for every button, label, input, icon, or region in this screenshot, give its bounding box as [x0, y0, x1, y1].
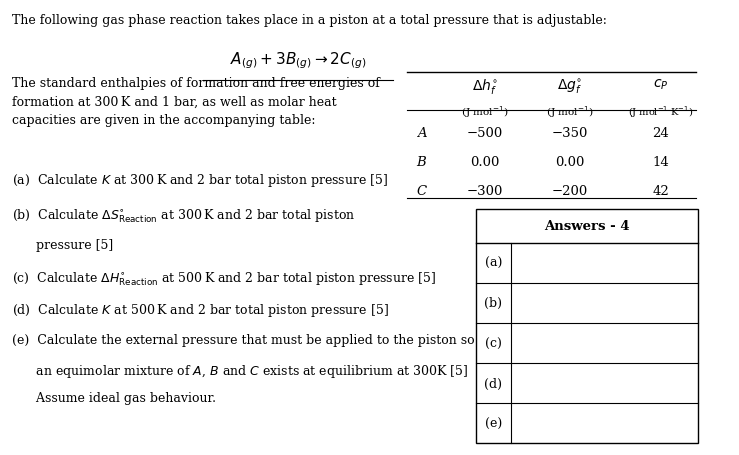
Text: (e)  Calculate the external pressure that must be applied to the piston so that: (e) Calculate the external pressure that…	[12, 333, 504, 346]
Text: The following gas phase reaction takes place in a piston at a total pressure tha: The following gas phase reaction takes p…	[12, 14, 607, 27]
Text: (b)  Calculate $\Delta S^{\circ}_{\mathrm{Reaction}}$ at 300 K and 2 bar total p: (b) Calculate $\Delta S^{\circ}_{\mathrm…	[12, 207, 355, 225]
Text: (a): (a)	[485, 257, 502, 270]
Text: Assume ideal gas behaviour.: Assume ideal gas behaviour.	[12, 392, 216, 404]
Text: −200: −200	[551, 185, 588, 198]
Text: (b): (b)	[484, 297, 503, 310]
Text: (e): (e)	[485, 417, 502, 430]
Text: $A_{(g)} + 3B_{(g)} \rightarrow 2C_{(g)}$: $A_{(g)} + 3B_{(g)} \rightarrow 2C_{(g)}…	[230, 50, 367, 71]
Text: $c_P$: $c_P$	[653, 77, 669, 91]
Text: C: C	[417, 185, 426, 198]
Text: A: A	[417, 126, 426, 139]
Text: (d)  Calculate $K$ at 500 K and 2 bar total piston pressure [5]: (d) Calculate $K$ at 500 K and 2 bar tot…	[12, 302, 389, 318]
Text: The standard enthalpies of formation and free energies of
formation at 300 K and: The standard enthalpies of formation and…	[12, 77, 380, 127]
Text: 24: 24	[653, 126, 670, 139]
Text: Answers - 4: Answers - 4	[544, 220, 630, 233]
Text: (c)  Calculate $\Delta H^{\circ}_{\mathrm{Reaction}}$ at 500 K and 2 bar total p: (c) Calculate $\Delta H^{\circ}_{\mathrm…	[12, 270, 436, 288]
Text: an equimolar mixture of $A$, $B$ and $C$ exists at equilibrium at 300K [5]: an equimolar mixture of $A$, $B$ and $C$…	[12, 362, 469, 379]
Text: 42: 42	[653, 185, 670, 198]
Text: (J mol$^{-1}$): (J mol$^{-1}$)	[461, 104, 508, 120]
Text: 0.00: 0.00	[555, 156, 584, 168]
Text: (J mol$^{-1}$ K$^{-1}$): (J mol$^{-1}$ K$^{-1}$)	[628, 104, 694, 120]
Text: (c): (c)	[485, 337, 502, 350]
Text: $\Delta g_f^{\circ}$: $\Delta g_f^{\circ}$	[556, 77, 582, 96]
Text: (a)  Calculate $K$ at 300 K and 2 bar total piston pressure [5]: (a) Calculate $K$ at 300 K and 2 bar tot…	[12, 172, 388, 188]
Text: (d): (d)	[484, 377, 503, 390]
Bar	[476, 209, 698, 443]
Text: 14: 14	[653, 156, 670, 168]
Text: $\Delta h_f^{\circ}$: $\Delta h_f^{\circ}$	[472, 77, 498, 96]
Text: B: B	[417, 156, 426, 168]
Text: −300: −300	[467, 185, 503, 198]
Text: −500: −500	[467, 126, 503, 139]
Text: pressure [5]: pressure [5]	[12, 239, 113, 252]
Text: (J mol$^{-1}$): (J mol$^{-1}$)	[545, 104, 593, 120]
Text: 0.00: 0.00	[470, 156, 500, 168]
Text: −350: −350	[551, 126, 588, 139]
